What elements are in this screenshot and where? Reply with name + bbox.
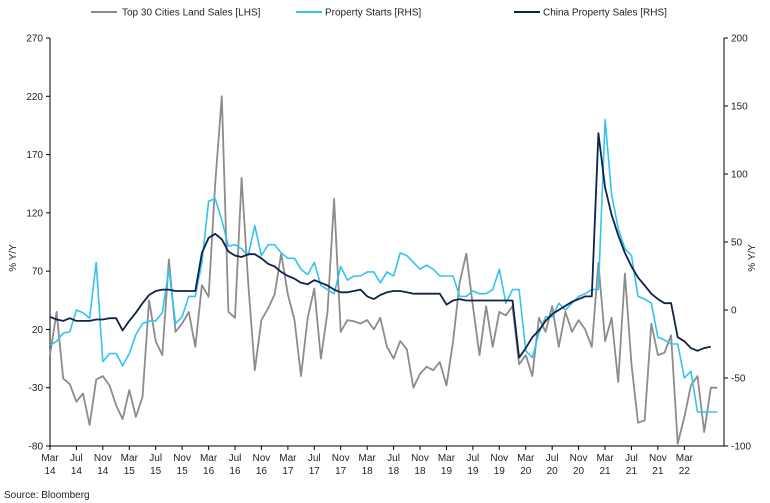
left-tick-label: 70 <box>32 267 44 278</box>
x-tick-label-month: Mar <box>121 453 139 464</box>
left-tick-label: 120 <box>26 208 43 219</box>
source-note: Source: Bloomberg <box>4 490 90 501</box>
right-tick-label: 200 <box>731 34 748 45</box>
x-tick-label-year: 22 <box>679 466 691 477</box>
x-tick-label-year: 21 <box>599 466 611 477</box>
series-line-3 <box>49 132 711 359</box>
right-tick-label: 100 <box>731 170 748 181</box>
left-tick-label: 20 <box>32 325 44 336</box>
legend-label-3: China Property Sales [RHS] <box>543 8 667 19</box>
x-tick-label-month: Mar <box>41 453 59 464</box>
left-tick-label: 170 <box>26 150 43 161</box>
x-tick-label-year: 19 <box>467 466 479 477</box>
right-tick-label: 0 <box>731 306 737 317</box>
x-tick-label-year: 20 <box>520 466 532 477</box>
x-tick-label-month: Nov <box>94 453 112 464</box>
x-tick-label-year: 21 <box>652 466 664 477</box>
right-tick-label: -50 <box>731 374 746 385</box>
x-tick-label-month: Jul <box>625 453 638 464</box>
x-tick-label-month: Jul <box>308 453 321 464</box>
x-tick-label-month: Jul <box>229 453 242 464</box>
x-tick-label-month: Nov <box>332 453 350 464</box>
x-tick-label-month: Mar <box>596 453 614 464</box>
legend-label-1: Top 30 Cities Land Sales [LHS] <box>122 8 261 19</box>
x-tick-label-month: Nov <box>252 453 270 464</box>
x-tick-label-year: 20 <box>573 466 585 477</box>
x-tick-label-month: Nov <box>411 453 429 464</box>
x-tick-label-month: Mar <box>438 453 456 464</box>
x-tick-label-year: 14 <box>44 466 56 477</box>
x-tick-label-month: Jul <box>387 453 400 464</box>
series-line-1 <box>49 95 718 445</box>
x-tick-label-month: Nov <box>649 453 667 464</box>
left-tick-label: -30 <box>29 383 44 394</box>
axes: 270 220 170 120 70 20 -30 -80 200 150 100 50 0 -50 -10… <box>26 34 751 478</box>
x-tick-label-month: Mar <box>279 453 297 464</box>
x-tick-label-year: 16 <box>256 466 268 477</box>
x-tick-label-year: 15 <box>150 466 162 477</box>
x-tick-label-year: 15 <box>177 466 189 477</box>
x-tick-label-month: Nov <box>490 453 508 464</box>
x-tick-label-year: 18 <box>414 466 426 477</box>
x-tick-label-year: 17 <box>309 466 321 477</box>
x-tick-label-year: 14 <box>71 466 83 477</box>
right-tick-label: 50 <box>731 238 743 249</box>
right-tick-label: -100 <box>731 442 751 453</box>
legend: Top 30 Cities Land Sales [LHS] Property S… <box>91 8 667 19</box>
series-line-2 <box>49 118 718 413</box>
x-tick-label-year: 19 <box>441 466 453 477</box>
x-tick-label-year: 21 <box>626 466 638 477</box>
x-tick-label-month: Mar <box>676 453 694 464</box>
x-tick-label-month: Mar <box>359 453 377 464</box>
right-axis-title: % Y/Y <box>747 244 758 272</box>
x-tick-label-year: 20 <box>547 466 559 477</box>
left-tick-label: -80 <box>29 442 44 453</box>
x-tick-label-month: Jul <box>546 453 559 464</box>
x-tick-label-year: 17 <box>282 466 294 477</box>
left-axis-title: % Y/Y <box>8 244 19 272</box>
x-tick-label-year: 18 <box>388 466 400 477</box>
x-tick-label-year: 16 <box>203 466 215 477</box>
x-tick-label-year: 18 <box>362 466 374 477</box>
x-tick-label-month: Jul <box>70 453 83 464</box>
left-tick-label: 220 <box>26 92 43 103</box>
x-tick-label-year: 15 <box>124 466 136 477</box>
left-tick-label: 270 <box>26 34 43 45</box>
x-tick-label-year: 14 <box>97 466 109 477</box>
x-tick-label-year: 16 <box>229 466 241 477</box>
x-tick-label-year: 17 <box>335 466 347 477</box>
legend-label-2: Property Starts [RHS] <box>325 8 421 19</box>
x-tick-label-year: 19 <box>494 466 506 477</box>
x-tick-label-month: Nov <box>570 453 588 464</box>
x-tick-label-month: Jul <box>466 453 479 464</box>
x-tick-label-month: Jul <box>149 453 162 464</box>
right-tick-label: 150 <box>731 102 748 113</box>
x-tick-label-month: Nov <box>173 453 191 464</box>
series-lines <box>49 95 718 445</box>
x-tick-label-month: Mar <box>200 453 218 464</box>
x-tick-label-month: Mar <box>517 453 535 464</box>
